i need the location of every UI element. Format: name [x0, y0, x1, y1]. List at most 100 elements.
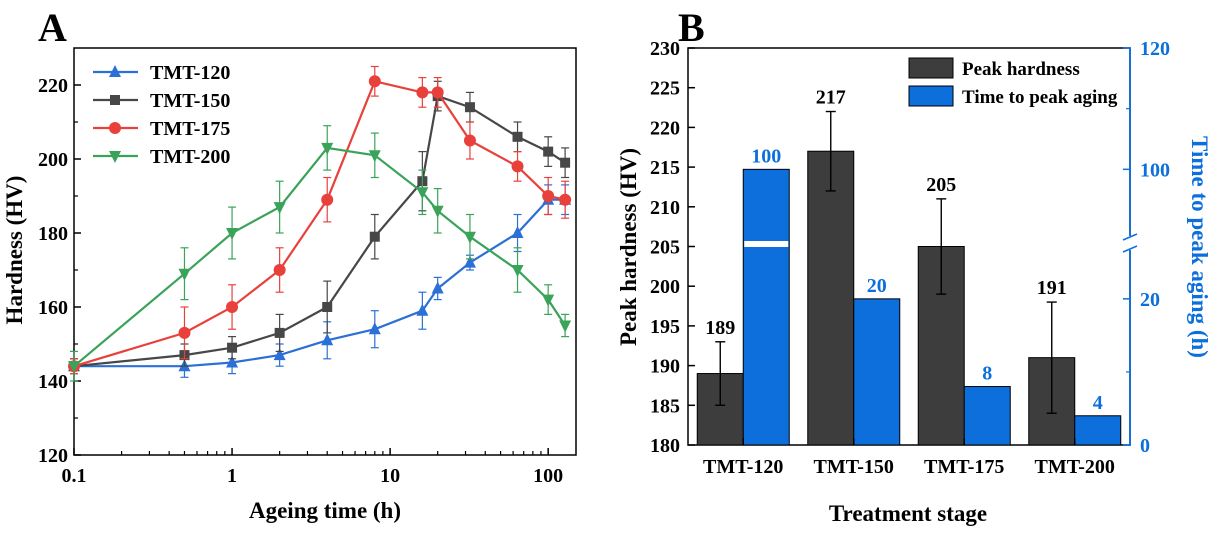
series-marker: [68, 361, 80, 374]
panel-a-legend: TMT-120 TMT-150 TMT-175 TMT-200: [93, 62, 230, 168]
panel-b-y2-axis-label: Time to peak aging (h): [1187, 136, 1212, 358]
panel-b-y-tick-label: 195: [650, 316, 680, 338]
series-marker: [416, 86, 429, 99]
series-line: [74, 198, 566, 368]
series-marker: [178, 268, 191, 281]
series-line: [73, 146, 567, 368]
axis-break-mark: [1122, 233, 1138, 241]
series-marker: [542, 190, 555, 202]
series-marker: [226, 301, 239, 313]
series-marker: [273, 202, 286, 215]
panel-b-y-tick-label: 190: [650, 356, 680, 378]
panel-a-y-tick-label: 200: [38, 149, 68, 171]
data-label-time-to-peak: 8: [982, 363, 992, 385]
data-label-time-to-peak: 100: [751, 145, 781, 167]
series-marker: [368, 322, 381, 335]
series-marker: [431, 281, 444, 294]
panel-b-x-tick-label: TMT-175: [924, 456, 1004, 478]
series-marker: [321, 193, 334, 206]
panel-a-x-tick-label: 1: [227, 465, 237, 487]
panel-b-y2-tick-label: 120: [1140, 38, 1170, 60]
series-marker: [368, 75, 381, 88]
panel-b-y-tick-label: 185: [650, 395, 680, 417]
axis-break-mark: [1122, 245, 1138, 253]
series-marker: [512, 131, 523, 142]
panel-a-y-axis-label: Hardness (HV): [2, 176, 27, 325]
panel-b-y-tick-label: 200: [650, 276, 680, 298]
panel-b-y-tick-label: 205: [650, 237, 680, 259]
series-marker: [431, 205, 444, 218]
data-label-peak-hardness: 217: [816, 87, 846, 109]
series-marker: [416, 303, 429, 316]
panel-b-y-tick-label: 180: [650, 435, 680, 457]
series-line: [73, 80, 566, 368]
series-marker: [226, 355, 239, 368]
panel-a-x-tick-label: 100: [533, 465, 563, 487]
series-marker: [560, 157, 571, 168]
panel-a: A Hardness (HV) Ageing time (h) 120 140 16…: [2, 5, 577, 523]
panel-b-y-tick-label: 215: [650, 157, 680, 179]
series-marker: [227, 342, 238, 353]
panel-a-plot-frame: [73, 47, 577, 456]
legend-label: TMT-150: [150, 90, 230, 112]
series-tmt-200: [68, 125, 572, 382]
data-label-peak-hardness: 191: [1037, 277, 1067, 299]
panel-b-y-tick-label: 225: [650, 78, 680, 100]
legend-label: Time to peak aging: [962, 87, 1118, 108]
series-marker: [463, 231, 476, 244]
bar-time-to-peak: [853, 298, 901, 446]
panel-a-y-tick-label: 160: [38, 297, 68, 319]
panel-a-y-tick-label: 220: [38, 75, 68, 97]
panel-b-legend: Peak hardness Time to peak aging: [908, 57, 1118, 108]
series-marker: [322, 302, 333, 312]
series-tmt-150: [69, 80, 571, 375]
series-marker: [511, 226, 524, 238]
series-marker: [543, 146, 554, 157]
series-tmt-120: [68, 184, 572, 378]
panel-b-y2-tick-label: 100: [1140, 159, 1170, 181]
panel-b-y2-tick-label: 0: [1140, 435, 1150, 457]
panel-b-bars: 189 100 TMT-120 217 20 TMT-150 205 8 TMT-175 191 4…: [696, 87, 1122, 478]
series-marker: [542, 294, 555, 307]
series-marker: [511, 160, 524, 173]
series-marker: [321, 142, 334, 155]
panel-a-x-tick-label: 10: [380, 465, 400, 487]
series-marker: [273, 348, 286, 361]
series-marker: [178, 326, 191, 339]
panel-b-y-tick-label: 210: [650, 197, 680, 219]
panel-a-ticks: 120 140 160 180 200 220 0.1 1 10 100: [38, 75, 563, 487]
series-marker: [109, 122, 121, 134]
panel-b-x-tick-label: TMT-200: [1035, 456, 1115, 478]
series-marker: [369, 231, 380, 242]
series-marker: [273, 264, 286, 276]
panel-a-label: A: [38, 5, 67, 50]
series-line: [73, 94, 566, 368]
series-marker: [416, 187, 429, 200]
panel-a-y-tick-label: 120: [38, 445, 68, 467]
series-marker: [321, 333, 334, 346]
series-marker: [109, 65, 121, 77]
legend-label: TMT-200: [150, 146, 230, 168]
panel-a-series: [68, 65, 572, 382]
series-marker: [226, 228, 239, 240]
legend-label: TMT-120: [150, 62, 230, 84]
panel-a-y-tick-label: 180: [38, 223, 68, 245]
bar-peak-hardness: [807, 150, 855, 446]
legend-swatch: [908, 57, 954, 79]
series-tmt-175: [68, 65, 572, 375]
panel-b-y-tick-label: 220: [650, 117, 680, 139]
data-label-peak-hardness: 205: [926, 174, 956, 196]
panel-b-y2-tick-label: 20: [1140, 289, 1160, 311]
data-label-peak-hardness: 189: [705, 317, 735, 339]
legend-label: TMT-175: [150, 118, 230, 140]
legend-label: Peak hardness: [962, 59, 1080, 80]
panel-b-ticks: 180 185 190 195 200 205 210 215 220 225 230 0 20 100 1…: [650, 38, 1170, 457]
panel-b-x-tick-label: TMT-120: [703, 456, 783, 478]
series-marker: [559, 193, 572, 206]
series-marker: [368, 150, 381, 163]
series-marker: [109, 151, 121, 163]
bar-time-to-peak: [963, 386, 1011, 446]
series-marker: [274, 327, 285, 338]
series-marker: [110, 95, 120, 105]
